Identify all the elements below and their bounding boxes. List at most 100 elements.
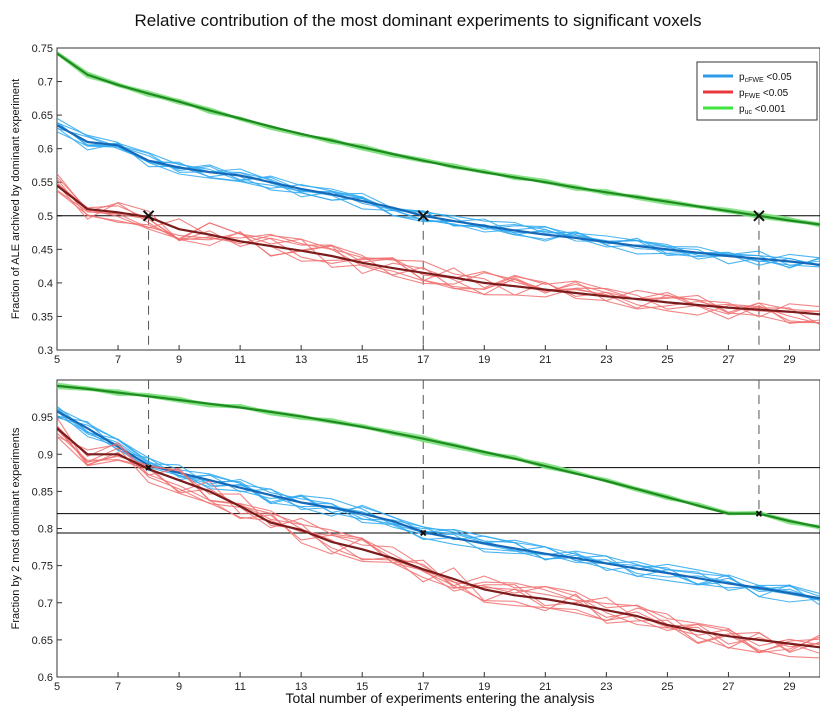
data-point-blue	[788, 592, 791, 594]
legend-entry-subscript: cFWE	[745, 77, 764, 84]
x-tick-label: 19	[478, 354, 490, 366]
data-point-blue	[117, 144, 119, 147]
data-point-green	[147, 395, 150, 398]
data-point-blue	[605, 562, 608, 565]
replicate-line-red	[57, 173, 820, 326]
series-line-green	[57, 384, 820, 529]
x-tick-label: 7	[115, 354, 121, 366]
data-point-green	[452, 165, 455, 168]
data-point-blue	[544, 552, 547, 555]
series-line-red	[57, 427, 820, 649]
data-point-green	[422, 159, 425, 162]
replicate-line-blue	[57, 407, 820, 603]
data-point-red	[330, 255, 333, 257]
x-tick-label: 5	[54, 354, 60, 366]
y-tick-label: 0.6	[38, 672, 53, 684]
data-point-green	[574, 472, 577, 475]
data-point-blue	[391, 520, 394, 522]
legend-entry-subscript: FWE	[745, 93, 761, 100]
data-point-green	[86, 388, 89, 390]
data-point-red	[86, 208, 89, 210]
data-point-red	[574, 292, 577, 294]
data-point-red	[727, 635, 730, 638]
data-point-blue	[574, 557, 577, 560]
data-point-blue	[666, 248, 669, 251]
data-point-red	[513, 285, 516, 288]
data-point-green	[605, 191, 608, 194]
x-tick-label: 27	[722, 681, 734, 693]
x-tick-label: 5	[54, 681, 60, 693]
x-marker	[417, 210, 429, 222]
data-point-blue	[300, 501, 303, 504]
legend-entry: pcFWE <0.05	[739, 72, 792, 84]
y-tick-label: 0.85	[32, 486, 53, 498]
data-point-blue	[239, 174, 242, 177]
data-point-red	[269, 521, 272, 524]
legend: pcFWE <0.05 pFWE <0.05 puc <0.001	[696, 61, 818, 121]
data-point-red	[391, 557, 394, 560]
data-point-red	[117, 211, 119, 214]
data-point-green	[57, 52, 58, 55]
legend-entry-main: p	[739, 88, 745, 99]
legend-entry: pFWE <0.05	[739, 88, 789, 100]
data-point-red	[544, 288, 547, 291]
data-point-green	[391, 153, 394, 155]
data-point-blue	[483, 224, 486, 227]
x-tick-label: 11	[234, 681, 245, 693]
x-tick-label: 13	[295, 681, 307, 693]
x-tick-label: 21	[539, 354, 551, 366]
data-point-green	[178, 399, 180, 401]
data-point-red	[697, 630, 699, 632]
data-point-blue	[727, 582, 730, 585]
data-point-red	[300, 529, 303, 531]
data-point-blue	[697, 577, 699, 580]
data-point-red	[666, 624, 669, 626]
data-point-blue	[117, 445, 119, 448]
data-point-red	[788, 642, 791, 645]
y-tick-label: 0.7	[38, 77, 53, 89]
data-point-green	[697, 504, 699, 507]
data-point-blue	[178, 471, 180, 474]
data-point-green	[544, 465, 547, 468]
y-tick-label: 0.65	[32, 635, 53, 647]
data-point-red	[239, 240, 242, 243]
y-tick-label: 0.3	[38, 345, 53, 357]
replicate-line-red	[57, 183, 820, 324]
data-point-red	[483, 588, 486, 591]
data-point-red	[208, 490, 211, 493]
x-tick-label: 9	[176, 354, 182, 366]
x-marker	[753, 210, 765, 222]
x-tick-label: 15	[356, 354, 368, 366]
y-tick-label: 0.5	[38, 211, 53, 223]
data-point-blue	[239, 486, 242, 489]
y-axis-label: Fraction by 2 most dominant experiments	[10, 427, 22, 629]
data-point-red	[300, 249, 303, 252]
data-point-green	[727, 210, 730, 212]
data-point-blue	[330, 506, 333, 509]
data-point-red	[57, 427, 58, 430]
legend-entry: puc <0.001	[739, 104, 786, 116]
x-marker	[420, 529, 427, 537]
data-point-blue	[635, 567, 638, 570]
y-tick-label: 0.45	[32, 244, 53, 256]
x-tick-label: 25	[661, 354, 673, 366]
data-point-red	[758, 638, 760, 641]
legend-entry-main: p	[739, 72, 745, 83]
data-point-blue	[208, 479, 211, 482]
data-point-red	[544, 598, 547, 600]
y-tick-label: 0.7	[38, 598, 53, 610]
data-point-green	[513, 457, 516, 460]
data-point-green	[330, 420, 333, 423]
data-point-red	[697, 304, 699, 306]
data-point-green	[513, 176, 516, 179]
replicate-line-red	[57, 436, 820, 654]
data-point-red	[452, 276, 455, 279]
data-point-blue	[269, 181, 272, 184]
data-point-red	[57, 184, 58, 187]
data-point-blue	[147, 159, 150, 162]
y-tick-label: 0.35	[32, 311, 53, 323]
replicate-line-red	[57, 428, 820, 648]
data-point-blue	[635, 245, 638, 247]
data-point-green	[208, 109, 211, 112]
